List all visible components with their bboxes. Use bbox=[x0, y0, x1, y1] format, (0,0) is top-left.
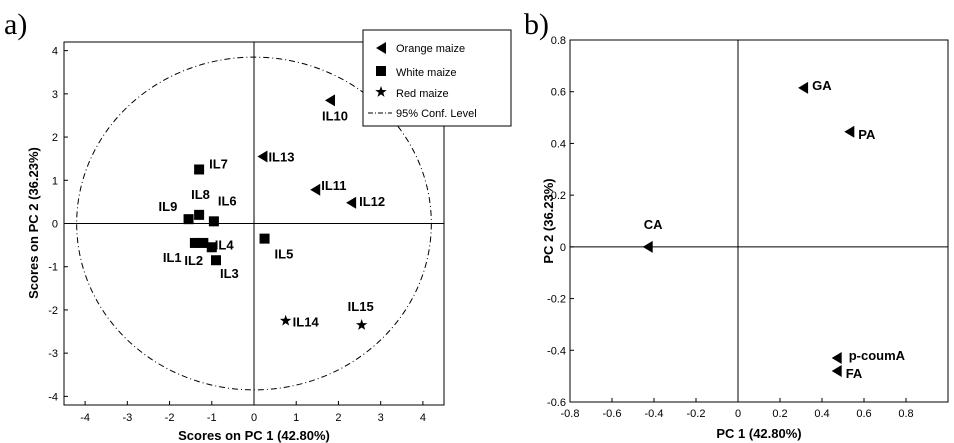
chart-b-ylabel: PC 2 (36.23%) bbox=[541, 178, 556, 263]
chart-a: Scores on PC 1 (42.80%) Scores on PC 2 (… bbox=[26, 29, 512, 443]
legend-label-white: White maize bbox=[396, 67, 457, 79]
chart-b-ytick-label: 0.8 bbox=[551, 35, 566, 47]
chart-b-point-ga bbox=[798, 81, 809, 94]
chart-a-point-label: IL4 bbox=[215, 237, 235, 252]
chart-b-xtick-label: 0.4 bbox=[814, 408, 829, 420]
chart-b-point-ca bbox=[642, 240, 653, 253]
chart-a-point-il8 bbox=[194, 209, 205, 220]
chart-a-xtick-label: -2 bbox=[165, 412, 175, 424]
chart-a-point-label: IL8 bbox=[191, 187, 210, 202]
chart-a-point-label: IL1 bbox=[163, 250, 182, 265]
chart-b-point-p-couma bbox=[831, 352, 842, 365]
chart-a-point-il11 bbox=[310, 183, 321, 196]
chart-b-xtick-label: 0.6 bbox=[856, 408, 871, 420]
chart-b-ytick-label: 0.4 bbox=[551, 138, 566, 150]
legend-label-red: Red maize bbox=[396, 88, 449, 100]
chart-a-point-il12 bbox=[346, 196, 357, 209]
chart-b-point-label: GA bbox=[812, 78, 832, 93]
chart-a-point-il3 bbox=[211, 255, 221, 266]
chart-a-point-label: IL14 bbox=[293, 315, 320, 330]
chart-a-xtick-label: -1 bbox=[207, 412, 217, 424]
legend-star-marker bbox=[375, 86, 387, 97]
chart-a-ytick-label: -4 bbox=[48, 391, 58, 403]
chart-b-xtick-label: 0 bbox=[735, 408, 741, 420]
legend-box bbox=[362, 29, 512, 127]
chart-b-xtick-label: -0.6 bbox=[603, 408, 622, 420]
chart-b-xlabel: PC 1 (42.80%) bbox=[716, 426, 801, 441]
chart-a-point-label: IL11 bbox=[321, 178, 346, 193]
chart-b-xtick-label: -0.2 bbox=[687, 408, 706, 420]
chart-b-ytick-label: -0.2 bbox=[547, 294, 566, 306]
chart-a-ytick-label: -3 bbox=[48, 348, 58, 360]
chart-a-point-il9 bbox=[183, 214, 194, 225]
chart-a-ylabel: Scores on PC 2 (36.23%) bbox=[26, 147, 41, 299]
chart-b-frame bbox=[569, 39, 949, 403]
chart-b-ytick-label: -0.4 bbox=[547, 345, 566, 357]
chart-a-point-il1 bbox=[189, 237, 200, 248]
chart-b-xtick-label: -0.4 bbox=[645, 408, 664, 420]
chart-b-ytick-label: -0.6 bbox=[547, 397, 566, 409]
legend-square-marker bbox=[376, 66, 386, 76]
chart-a-ytick-label: 3 bbox=[52, 89, 58, 101]
chart-b-point-fa bbox=[831, 364, 842, 377]
chart-a-xtick-label: 3 bbox=[378, 412, 384, 424]
chart-a-legend: Orange maize White maize Red maize 95% C… bbox=[362, 29, 512, 127]
chart-b-point-label: FA bbox=[846, 366, 863, 381]
chart-b-ytick-label: 0.2 bbox=[551, 190, 566, 202]
chart-a-point-il2 bbox=[198, 237, 209, 248]
chart-a-ytick-label: 1 bbox=[52, 175, 58, 187]
chart-a-point-label: IL12 bbox=[359, 194, 385, 209]
chart-b-ytick-label: 0.6 bbox=[551, 87, 566, 99]
chart-a-point-label: IL13 bbox=[268, 150, 294, 165]
legend-label-conf: 95% Conf. Level bbox=[396, 108, 477, 120]
chart-a-ytick-label: 4 bbox=[52, 46, 58, 58]
chart-a-point-il6 bbox=[208, 216, 219, 227]
panel-a-letter: a) bbox=[4, 8, 27, 41]
chart-a-xtick-label: 1 bbox=[293, 412, 299, 424]
chart-b-point-pa bbox=[844, 125, 855, 138]
chart-a-point-il10 bbox=[325, 94, 335, 107]
chart-b-xtick-label: 0.2 bbox=[772, 408, 787, 420]
chart-b-ytick-label: 0 bbox=[560, 242, 566, 254]
chart-a-xtick-label: -3 bbox=[122, 412, 132, 424]
chart-b-point-label: CA bbox=[644, 217, 663, 232]
chart-a-point-label: IL7 bbox=[209, 156, 228, 171]
chart-a-ytick-label: -2 bbox=[48, 305, 58, 317]
chart-b-point-label: p-coumA bbox=[849, 348, 906, 363]
chart-b-xtick-label: 0.8 bbox=[898, 408, 913, 420]
chart-a-point-il15 bbox=[355, 319, 368, 330]
chart-a-xtick-label: 2 bbox=[335, 412, 341, 424]
chart-b-xtick-label: -0.8 bbox=[561, 408, 580, 420]
chart-a-point-il5 bbox=[259, 233, 270, 244]
chart-a-point-label: IL9 bbox=[159, 199, 178, 214]
chart-a-point-label: IL10 bbox=[322, 108, 348, 123]
chart-a-point-label: IL5 bbox=[275, 247, 294, 262]
chart-b: PC 1 (42.80%) PC 2 (36.23%) -0.8 -0.6 -0.4… bbox=[541, 35, 949, 441]
panel-b-letter: b) bbox=[524, 8, 549, 41]
chart-a-point-label: IL2 bbox=[184, 253, 203, 268]
chart-a-confidence-ellipse bbox=[76, 56, 432, 391]
legend-triangle-marker bbox=[376, 42, 386, 54]
chart-a-xlabel: Scores on PC 1 (42.80%) bbox=[178, 428, 330, 443]
chart-a-xtick-label: 0 bbox=[251, 412, 257, 424]
chart-a-point-il13 bbox=[257, 150, 268, 163]
chart-a-xtick-label: 4 bbox=[420, 412, 426, 424]
chart-a-point-il7 bbox=[194, 164, 205, 175]
legend-label-orange: Orange maize bbox=[396, 43, 465, 55]
chart-a-point-il4 bbox=[206, 242, 217, 253]
chart-a-ytick-label: 0 bbox=[52, 219, 58, 231]
chart-a-xtick-label: -4 bbox=[80, 412, 90, 424]
chart-a-ytick-label: -1 bbox=[48, 262, 58, 274]
chart-a-point-label: IL15 bbox=[348, 299, 374, 314]
chart-b-point-label: PA bbox=[858, 127, 876, 142]
chart-a-ytick-label: 2 bbox=[52, 132, 58, 144]
chart-a-point-label: IL3 bbox=[220, 266, 239, 281]
chart-a-point-label: IL6 bbox=[218, 193, 237, 208]
chart-a-point-il14 bbox=[279, 314, 292, 326]
